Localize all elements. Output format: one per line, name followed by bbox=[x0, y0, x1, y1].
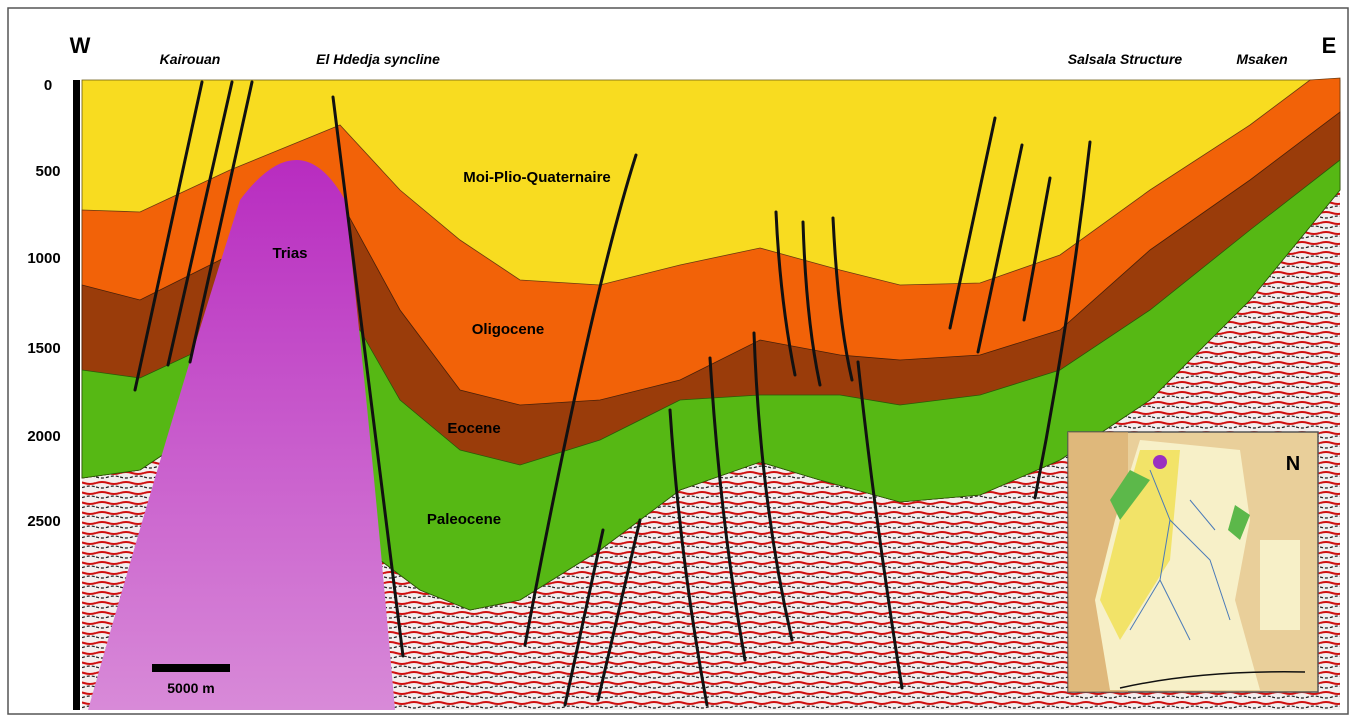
location-label: Salsala Structure bbox=[1068, 51, 1183, 67]
layer-label: Moi-Plio-Quaternaire bbox=[463, 169, 611, 186]
north-label: N bbox=[1286, 453, 1300, 475]
layer-label: Trias bbox=[272, 245, 307, 262]
depth-label: 2500 bbox=[27, 513, 60, 530]
depth-label: 0 bbox=[44, 77, 52, 94]
depth-label: 2000 bbox=[27, 428, 60, 445]
layer-label: Eocene bbox=[447, 420, 500, 437]
location-label: El Hdedja syncline bbox=[316, 51, 440, 67]
inset-map: N bbox=[1068, 432, 1318, 692]
depth-label: 500 bbox=[35, 163, 60, 180]
location-label: Kairouan bbox=[160, 51, 221, 67]
depth-label: 1000 bbox=[27, 250, 60, 267]
depth-axis bbox=[73, 80, 80, 710]
layer-label: Paleocene bbox=[427, 511, 501, 528]
scale-label: 5000 m bbox=[167, 680, 214, 696]
depth-label: 1500 bbox=[27, 340, 60, 357]
west-label: W bbox=[70, 33, 91, 58]
location-label: Msaken bbox=[1236, 51, 1287, 67]
cross-section: 0 500 1000 1500 2000 2500 W E Kairouan E… bbox=[0, 0, 1356, 722]
scale-bar bbox=[152, 664, 230, 672]
layer-label: Oligocene bbox=[472, 321, 545, 338]
east-label: E bbox=[1322, 33, 1337, 58]
